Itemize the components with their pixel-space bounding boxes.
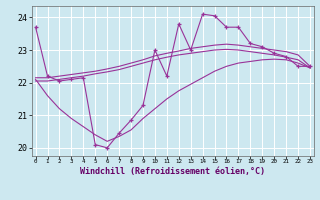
X-axis label: Windchill (Refroidissement éolien,°C): Windchill (Refroidissement éolien,°C) [80, 167, 265, 176]
